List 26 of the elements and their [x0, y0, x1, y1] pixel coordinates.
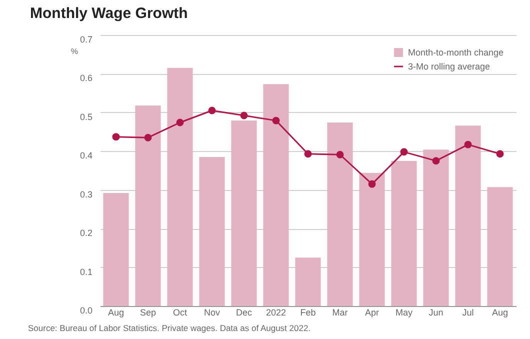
x-tick-label: Sep [140, 308, 156, 318]
source-note: Source: Bureau of Labor Statistics. Private wages. Data as of August 2022. [28, 323, 311, 333]
y-tick-label: 0.0 [80, 306, 92, 316]
x-tick-label: Oct [172, 308, 188, 318]
x-tick-label: Aug [108, 308, 124, 318]
y-tick-label: 0.4 [80, 150, 92, 161]
x-tick-label: 2022 [266, 308, 286, 318]
x-tick-label: Mar [332, 308, 348, 318]
y-tick-label: 0.5 [80, 112, 92, 122]
x-tick-label: Nov [204, 308, 220, 318]
y-tick-label: 0.2 [80, 228, 92, 238]
y-tick-label: 0.1 [80, 266, 92, 277]
y-axis-title: % [70, 47, 78, 56]
y-tick-label: 0.7 [80, 34, 92, 44]
x-tick-label: May [395, 308, 413, 318]
x-tick-label: Jun [428, 308, 444, 318]
x-tick-label: Apr [364, 308, 380, 318]
x-tick-label: Jul [462, 308, 474, 318]
x-tick-label: Dec [236, 308, 252, 318]
x-tick-label: Aug [492, 308, 508, 318]
legend-label: Month-to-month change [408, 48, 504, 58]
chart-title: Monthly Wage Growth [30, 5, 188, 22]
y-tick-label: 0.6 [80, 73, 92, 84]
y-tick-label: 0.3 [80, 189, 92, 200]
legend-label: 3-Mo rolling average [408, 62, 490, 72]
x-tick-label: Feb [300, 308, 316, 318]
